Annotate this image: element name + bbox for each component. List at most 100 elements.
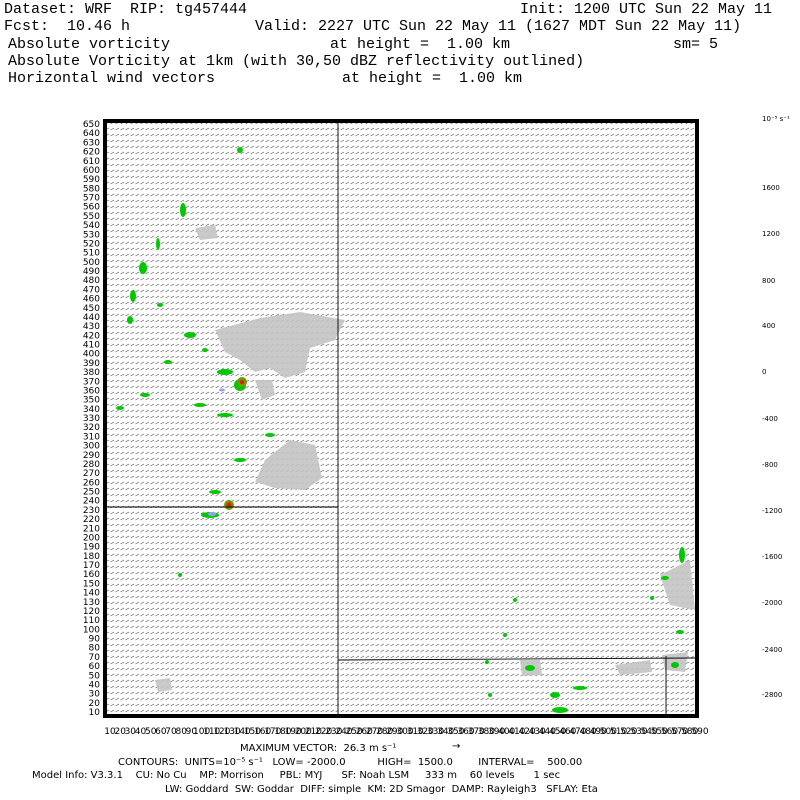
y-tick-label: 200 [83, 533, 100, 543]
model-info: Model Info: V3.3.1 CU: No Cu MP: Morriso… [32, 770, 561, 781]
x-tick-label: 500 [600, 727, 617, 737]
x-tick-label: 280 [376, 727, 393, 737]
y-tick-label: 250 [83, 488, 100, 498]
y-tick-label: 600 [83, 166, 100, 176]
x-tick-label: 290 [386, 727, 403, 737]
x-tick-label: 180 [274, 727, 291, 737]
x-tick-label: 140 [234, 727, 251, 737]
x-tick-label: 300 [396, 727, 413, 737]
y-tick-label: 590 [83, 175, 100, 185]
x-tick-label: 10 [104, 727, 116, 737]
x-tick-label: 220 [315, 727, 332, 737]
x-tick-label: 440 [539, 727, 556, 737]
colorbar-unit-label: 10⁻⁵ s⁻¹ [762, 115, 790, 123]
vorticity-max-centers [224, 377, 247, 510]
x-tick-label: 480 [580, 727, 597, 737]
colorbar-label: 800 [762, 277, 775, 285]
init-time: Init: 1200 UTC Sun 22 May 11 [520, 1, 773, 18]
reference-vector-arrow: → [452, 741, 461, 752]
x-tick-label: 380 [478, 727, 495, 737]
y-tick-label: 420 [83, 331, 100, 341]
x-tick-label: 340 [437, 727, 454, 737]
smoothing-label: sm= 5 [673, 36, 719, 53]
y-tick-label: 650 [83, 120, 100, 130]
valid-time: Valid: 2227 UTC Sun 22 May 11 (1627 MDT … [255, 18, 742, 35]
x-tick-label: 160 [254, 727, 271, 737]
y-tick-label: 290 [83, 451, 100, 461]
x-tick-label: 130 [224, 727, 241, 737]
y-tick-label: 490 [83, 267, 100, 277]
y-tick-label: 460 [83, 295, 100, 305]
x-tick-label: 270 [366, 727, 383, 737]
contour-info: CONTOURS: UNITS=10⁻⁵ s⁻¹ LOW= -2000.0 HI… [118, 757, 583, 768]
y-tick-label: 140 [83, 589, 100, 599]
x-axis-tick-labels: 1020304050607080901001101201301401501601… [104, 727, 709, 737]
x-tick-label: 190 [285, 727, 302, 737]
x-tick-label: 30 [125, 727, 137, 737]
y-tick-label: 300 [83, 442, 100, 452]
y-tick-label: 350 [83, 396, 100, 406]
y-tick-label: 340 [83, 405, 100, 415]
map-frame [103, 119, 699, 718]
political-boundaries [105, 121, 698, 716]
x-tick-label: 80 [175, 727, 187, 737]
colorbar: 1600 1200 800 400 0 -400 -800 -1200 -1600 -2000 -2… [762, 184, 782, 699]
x-tick-label: 530 [630, 727, 647, 737]
x-tick-label: 150 [244, 727, 261, 737]
y-tick-label: 280 [83, 460, 100, 470]
y-tick-label: 530 [83, 230, 100, 240]
y-tick-label: 370 [83, 377, 100, 387]
x-tick-label: 20 [114, 727, 126, 737]
colorbar-label: -2000 [762, 599, 782, 607]
x-tick-label: 370 [468, 727, 485, 737]
y-tick-label: 410 [83, 341, 100, 351]
y-tick-label: 70 [89, 653, 101, 663]
colorbar-label: -2800 [762, 691, 782, 699]
x-tick-label: 230 [325, 727, 342, 737]
colorbar-label: 0 [762, 368, 766, 376]
y-tick-label: 380 [83, 368, 100, 378]
vorticity-negative-patches [208, 388, 225, 516]
y-tick-label: 640 [83, 129, 100, 139]
wind-vectors [105, 121, 697, 716]
x-tick-label: 410 [508, 727, 525, 737]
y-tick-label: 170 [83, 561, 100, 571]
x-tick-label: 50 [145, 727, 157, 737]
y-tick-label: 220 [83, 515, 100, 525]
y-tick-label: 230 [83, 506, 100, 516]
x-tick-label: 390 [488, 727, 505, 737]
y-tick-label: 40 [89, 680, 101, 690]
colorbar-label: 400 [762, 322, 775, 330]
y-tick-label: 580 [83, 184, 100, 194]
x-tick-label: 400 [498, 727, 515, 737]
x-tick-label: 110 [203, 727, 220, 737]
x-tick-label: 210 [305, 727, 322, 737]
x-tick-label: 170 [264, 727, 281, 737]
y-tick-label: 610 [83, 157, 100, 167]
colorbar-label: -2400 [762, 646, 782, 654]
reflectivity-regions [155, 225, 695, 692]
y-tick-label: 240 [83, 497, 100, 507]
y-tick-label: 560 [83, 203, 100, 213]
y-tick-label: 500 [83, 258, 100, 268]
x-tick-label: 60 [155, 727, 167, 737]
x-tick-label: 330 [427, 727, 444, 737]
x-tick-label: 250 [346, 727, 363, 737]
y-tick-label: 80 [89, 644, 101, 654]
x-tick-label: 540 [641, 727, 658, 737]
x-tick-label: 560 [661, 727, 678, 737]
y-tick-label: 270 [83, 469, 100, 479]
y-tick-label: 440 [83, 313, 100, 323]
x-tick-label: 570 [671, 727, 688, 737]
x-tick-label: 120 [213, 727, 230, 737]
y-tick-label: 320 [83, 423, 100, 433]
x-tick-label: 320 [417, 727, 434, 737]
x-tick-label: 430 [529, 727, 546, 737]
y-tick-label: 100 [83, 625, 100, 635]
y-tick-label: 470 [83, 285, 100, 295]
colorbar-label: 1600 [762, 184, 780, 192]
y-tick-label: 400 [83, 350, 100, 360]
field-name: Absolute vorticity [8, 36, 171, 53]
x-tick-label: 200 [295, 727, 312, 737]
y-tick-label: 430 [83, 322, 100, 332]
